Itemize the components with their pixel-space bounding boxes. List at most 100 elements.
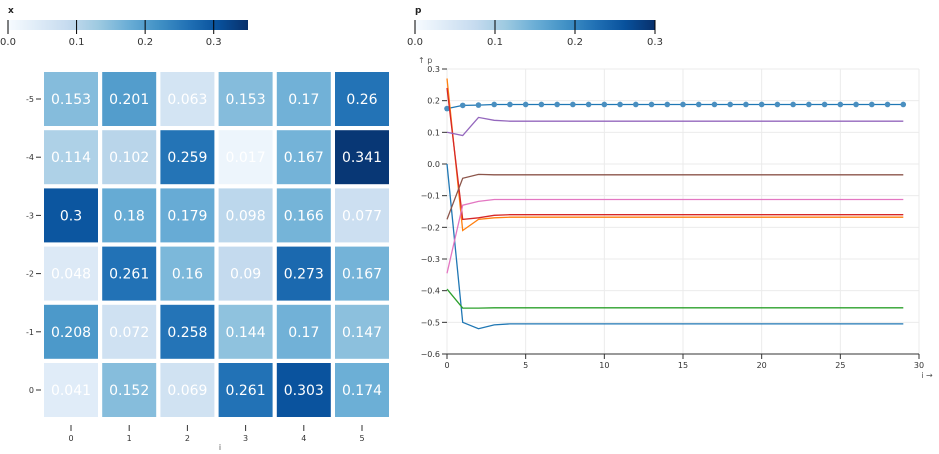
line-x-axis: 0 5 10 15 20 25 30	[444, 353, 924, 370]
heatmap-cell	[44, 304, 98, 359]
line-marker-point	[585, 101, 592, 108]
heatmap-cell-label: 0.114	[51, 150, 91, 166]
heatmap-cell	[276, 246, 331, 301]
line-series	[446, 173, 904, 220]
heatmap-cell-label: 0.144	[226, 325, 266, 341]
line-marker-point	[570, 101, 576, 108]
heatmap-cell-label: 0.341	[342, 150, 382, 166]
heatmap-y-axis: -5 -4 -3 -2 -1 0	[26, 95, 41, 395]
heatmap-cell	[44, 130, 98, 185]
heatmap-cell-label: 0.147	[342, 325, 382, 341]
heatmap-legend-ramp	[8, 20, 248, 30]
line-marker-point	[680, 101, 686, 108]
line-y-tick-label: 0.1	[427, 128, 440, 137]
heatmap-x-axis-label: i	[219, 443, 221, 452]
heatmap-cell	[102, 188, 157, 243]
line-series	[446, 116, 904, 137]
heatmap-y-tick-label: -5	[26, 95, 34, 104]
line-x-tick-label: 15	[678, 361, 688, 370]
heatmap-cell-label: 0.3	[60, 208, 82, 224]
heatmap-x-tick-label: 0	[68, 434, 73, 443]
line-marker-point	[774, 101, 781, 108]
heatmap-legend-title: x	[8, 6, 14, 16]
line-marker-point	[554, 101, 560, 108]
line-marker-point	[648, 101, 655, 108]
heatmap-cell-label: 0.017	[226, 150, 266, 166]
heatmap-cell-label: 0.102	[109, 150, 149, 166]
line-marker-point	[806, 101, 812, 108]
heatmap-x-tick-label: 5	[359, 434, 364, 443]
line-series	[446, 87, 904, 221]
heatmap-cell	[335, 246, 389, 301]
heatmap-cell-label: 0.077	[342, 208, 382, 224]
heatmap-y-tick-label: 0	[29, 386, 34, 395]
heatmap-cell	[218, 246, 273, 301]
heatmap-cell	[276, 363, 331, 417]
heatmap-cell-label: 0.208	[51, 325, 91, 341]
line-x-axis-label: i →	[921, 371, 933, 380]
line-color-legend: p 0.0 0.1 0.2 0.3	[407, 6, 663, 48]
line-legend-title: p	[415, 6, 422, 16]
line-y-tick-label: −0.6	[421, 350, 440, 359]
heatmap-cell-label: 0.303	[284, 383, 324, 399]
heatmap-cell-label: 0.174	[342, 383, 382, 399]
heatmap-cell	[218, 188, 273, 243]
heatmap-x-axis: 0 1 2 3 4 5	[68, 425, 365, 443]
heatmap-cell	[44, 246, 98, 301]
heatmap-cell-label: 0.17	[288, 92, 319, 108]
line-marker-point	[664, 101, 671, 108]
heatmap-cell-label: 0.273	[284, 267, 324, 283]
line-series	[446, 78, 904, 232]
line-series	[446, 163, 904, 330]
line-marker-point	[538, 101, 545, 108]
heatmap-cell-label: 0.153	[226, 92, 266, 108]
heatmap-cell	[335, 363, 389, 417]
line-plot: ↑ p −0.6 −0.5 −0.4 −0.3 −0.2 −0.1 0.0 0.1 0.2 0.3…	[418, 56, 933, 380]
heatmap-cell	[335, 130, 389, 185]
heatmap-cell	[160, 363, 215, 417]
line-marker-point	[459, 102, 466, 109]
heatmap-legend-tick-label: 0.2	[137, 37, 153, 48]
heatmap-cell-label: 0.063	[167, 92, 207, 108]
heatmap-cell-label: 0.048	[51, 267, 91, 283]
heatmap-cell	[276, 304, 331, 359]
line-y-axis: −0.6 −0.5 −0.4 −0.3 −0.2 −0.1 0.0 0.1 0.2 0.3	[421, 65, 447, 359]
line-marker-point	[743, 101, 749, 108]
heatmap-cell	[218, 363, 273, 417]
heatmap-cell	[276, 130, 331, 185]
heatmap-cell	[218, 304, 273, 359]
heatmap-cell	[218, 130, 273, 185]
heatmap-cell-label: 0.167	[284, 150, 324, 166]
heatmap-cell-label: 0.153	[51, 92, 91, 108]
heatmap-cell-label: 0.069	[167, 383, 207, 399]
heatmap-cell	[335, 304, 389, 359]
heatmap-x-tick-label: 2	[185, 434, 190, 443]
line-x-tick-label: 0	[444, 361, 449, 370]
line-marker-point	[900, 101, 907, 108]
line-y-tick-label: 0.3	[427, 65, 440, 74]
line-marker-point	[853, 101, 859, 108]
line-legend-tick-label: 0.3	[647, 37, 663, 48]
line-series	[446, 198, 904, 274]
heatmap-color-legend: x 0.0 0.1 0.2 0.3	[0, 6, 248, 48]
line-marker-point	[884, 101, 891, 108]
line-x-tick-label: 10	[599, 361, 609, 370]
line-x-tick-label: 5	[523, 361, 528, 370]
line-marker-point	[837, 101, 844, 108]
heatmap-x-tick-label: 3	[243, 434, 248, 443]
line-x-tick-label: 20	[757, 361, 767, 370]
heatmap-cell	[276, 188, 331, 243]
heatmap-cell	[160, 188, 215, 243]
heatmap-cell-label: 0.179	[167, 208, 207, 224]
heatmap-cell	[44, 72, 98, 126]
heatmap-cell	[335, 72, 389, 126]
heatmap-cell	[276, 72, 331, 126]
line-marker-point	[444, 105, 450, 112]
heatmap-x-tick-label: 1	[127, 434, 132, 443]
line-marker-point	[727, 101, 733, 108]
heatmap-cell	[102, 72, 157, 126]
heatmap-cell-label: 0.18	[114, 208, 145, 224]
line-marker-point	[869, 101, 875, 108]
line-marker-point	[821, 101, 828, 108]
